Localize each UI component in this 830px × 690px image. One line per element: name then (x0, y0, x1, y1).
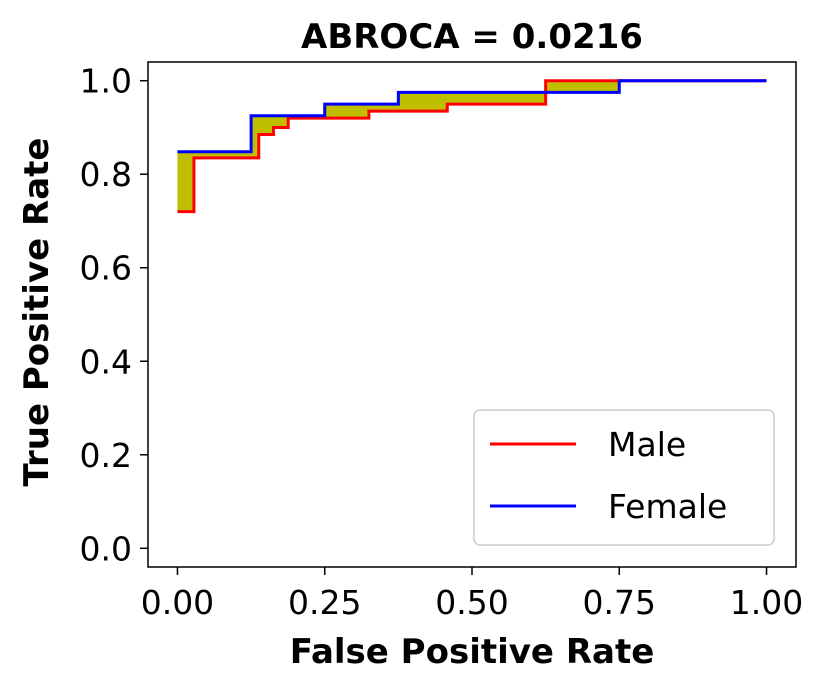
abroca-fill-area (177, 80, 767, 212)
legend-label-female: Female (608, 487, 727, 526)
chart-title: ABROCA = 0.0216 (301, 17, 643, 57)
roc-line-male (177, 79, 767, 214)
x-tick-label: 0.50 (435, 583, 508, 622)
y-tick-label: 1.0 (80, 62, 132, 101)
roc-difference-fill (177, 80, 767, 212)
legend: Male Female (473, 409, 775, 546)
y-tick-label: 0.0 (80, 529, 132, 568)
y-tick-label: 0.8 (80, 155, 132, 194)
legend-label-male: Male (608, 425, 686, 464)
x-tick-label: 0.25 (288, 583, 361, 622)
x-axis-label: False Positive Rate (290, 632, 655, 672)
y-tick-label: 0.6 (80, 249, 132, 288)
roc-line-female (177, 79, 767, 154)
y-tick-label: 0.2 (80, 436, 132, 475)
x-tick-label: 0.00 (141, 583, 214, 622)
x-tick-label: 1.00 (730, 583, 803, 622)
x-tick-label: 0.75 (583, 583, 656, 622)
x-axis-ticks: 0.00 0.25 0.50 0.75 1.00 (141, 567, 803, 622)
y-axis-ticks: 0.0 0.2 0.4 0.6 0.8 1.0 (80, 62, 148, 568)
y-tick-label: 0.4 (80, 342, 132, 381)
y-axis-label: True Positive Rate (17, 138, 57, 487)
series-lines (177, 79, 767, 214)
